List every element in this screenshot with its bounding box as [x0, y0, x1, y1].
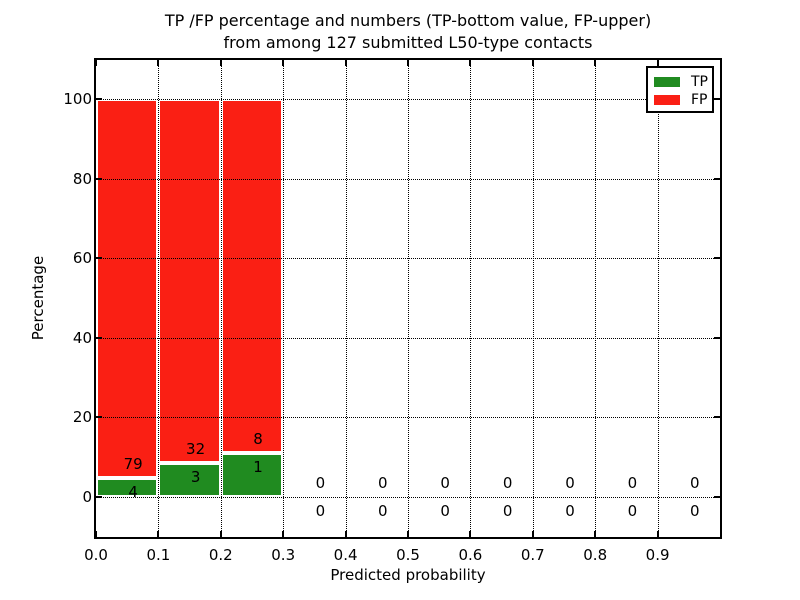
- x-tick-mark: [594, 531, 597, 537]
- x-tick-label: 0.1: [146, 546, 171, 564]
- chart-title-line1: TP /FP percentage and numbers (TP-bottom…: [164, 11, 652, 30]
- x-tick-mark: [157, 531, 160, 537]
- x-tick-mark: [282, 60, 285, 66]
- y-tick-label: 100: [63, 90, 92, 108]
- legend-entry-fp: FP: [654, 91, 712, 109]
- legend: TP FP: [646, 66, 714, 113]
- v-gridline: [220, 60, 222, 537]
- fp-legend-swatch: [654, 95, 680, 105]
- tp-count-label: 1: [253, 457, 263, 476]
- chart-title: TP /FP percentage and numbers (TP-bottom…: [96, 10, 720, 54]
- v-gridline: [532, 60, 534, 537]
- x-tick-mark: [407, 531, 409, 537]
- y-tick-label: 60: [72, 249, 92, 268]
- y-tick-mark: [96, 336, 102, 339]
- legend-label-tp: TP: [691, 74, 708, 90]
- fp-count-label: 8: [253, 429, 263, 448]
- tp-count-label: 3: [190, 467, 201, 486]
- x-tick-mark: [219, 531, 222, 537]
- fp-count-label: 32: [186, 439, 206, 458]
- y-tick-mark: [714, 98, 720, 100]
- y-tick-mark: [714, 336, 720, 339]
- fp-count-label: 0: [690, 474, 700, 492]
- x-tick-mark: [594, 60, 597, 66]
- y-tick-label: 0: [82, 488, 92, 506]
- bar-segment-tp: [96, 477, 159, 497]
- y-tick-mark: [714, 257, 720, 260]
- fp-count-label: 0: [627, 474, 638, 492]
- y-axis-label: Percentage: [29, 255, 47, 341]
- x-tick-mark: [407, 60, 409, 66]
- tp-count-label: 0: [315, 502, 326, 520]
- tp-count-label: 4: [128, 482, 138, 501]
- x-tick-mark: [157, 60, 160, 66]
- v-gridline: [283, 60, 285, 537]
- y-tick-mark: [714, 177, 720, 180]
- tp-count-label: 0: [440, 502, 450, 520]
- x-tick-label: 0.8: [583, 546, 608, 564]
- fp-count-label: 79: [123, 454, 143, 473]
- bar-segment-tp: [220, 452, 284, 497]
- bar-segment-fp: [96, 99, 159, 478]
- x-tick-mark: [469, 60, 472, 66]
- chart-title-line2: from among 127 submitted L50-type contac…: [223, 33, 593, 52]
- y-tick-mark: [714, 416, 720, 419]
- bar-segment-tp: [158, 462, 221, 497]
- x-tick-label: 0.3: [271, 546, 296, 564]
- v-gridline: [158, 60, 160, 537]
- x-tick-mark: [344, 531, 347, 537]
- y-tick-label: 40: [72, 328, 92, 347]
- legend-label-fp: FP: [691, 92, 708, 108]
- x-tick-mark: [531, 531, 534, 537]
- fp-count-label: 0: [502, 474, 513, 492]
- fp-count-label: 0: [440, 474, 450, 492]
- tp-count-label: 0: [565, 502, 575, 520]
- y-tick-mark: [96, 496, 102, 498]
- x-tick-mark: [282, 531, 285, 537]
- x-tick-label: 0.5: [396, 546, 420, 564]
- x-tick-mark: [656, 60, 659, 66]
- x-tick-mark: [531, 60, 534, 66]
- fp-count-label: 0: [565, 474, 575, 492]
- bar-segment-fp: [158, 99, 221, 463]
- bar-segment-fp: [220, 99, 284, 453]
- x-tick-label: 0.7: [520, 546, 545, 564]
- x-tick-mark: [656, 531, 659, 537]
- x-tick-label: 0.2: [208, 546, 233, 564]
- y-tick-mark: [96, 257, 102, 260]
- x-tick-mark: [469, 531, 472, 537]
- y-tick-label: 80: [72, 169, 92, 188]
- x-tick-label: 0.6: [458, 546, 483, 564]
- v-gridline: [470, 60, 472, 537]
- v-gridline: [345, 60, 347, 537]
- v-gridline: [408, 60, 409, 537]
- v-gridline: [595, 60, 597, 537]
- tp-count-label: 0: [502, 502, 513, 520]
- x-tick-label: 0.4: [333, 546, 358, 564]
- tp-count-label: 0: [690, 502, 700, 520]
- x-tick-label: 0.9: [645, 546, 670, 564]
- plot-area: TP FP 79 4 32 3 8 1 0 0 0 0 0 0 0 0 0 0 0 0 0 0: [94, 58, 722, 539]
- x-tick-mark: [95, 60, 97, 66]
- legend-entry-tp: TP: [654, 73, 712, 91]
- x-tick-mark: [219, 60, 222, 66]
- fp-count-label: 0: [315, 474, 326, 492]
- x-tick-mark: [95, 531, 97, 537]
- y-tick-mark: [96, 98, 102, 100]
- fp-count-label: 0: [378, 474, 388, 492]
- y-tick-mark: [714, 496, 720, 498]
- x-tick-mark: [344, 60, 347, 66]
- tp-legend-swatch: [654, 77, 680, 87]
- v-gridline: [657, 60, 659, 537]
- tp-count-label: 0: [627, 502, 638, 520]
- tp-count-label: 0: [378, 502, 388, 520]
- y-tick-mark: [96, 177, 102, 180]
- y-tick-label: 20: [72, 408, 92, 427]
- y-tick-mark: [96, 416, 102, 419]
- x-tick-label: 0.0: [84, 546, 108, 564]
- x-axis-label: Predicted probability: [330, 566, 486, 584]
